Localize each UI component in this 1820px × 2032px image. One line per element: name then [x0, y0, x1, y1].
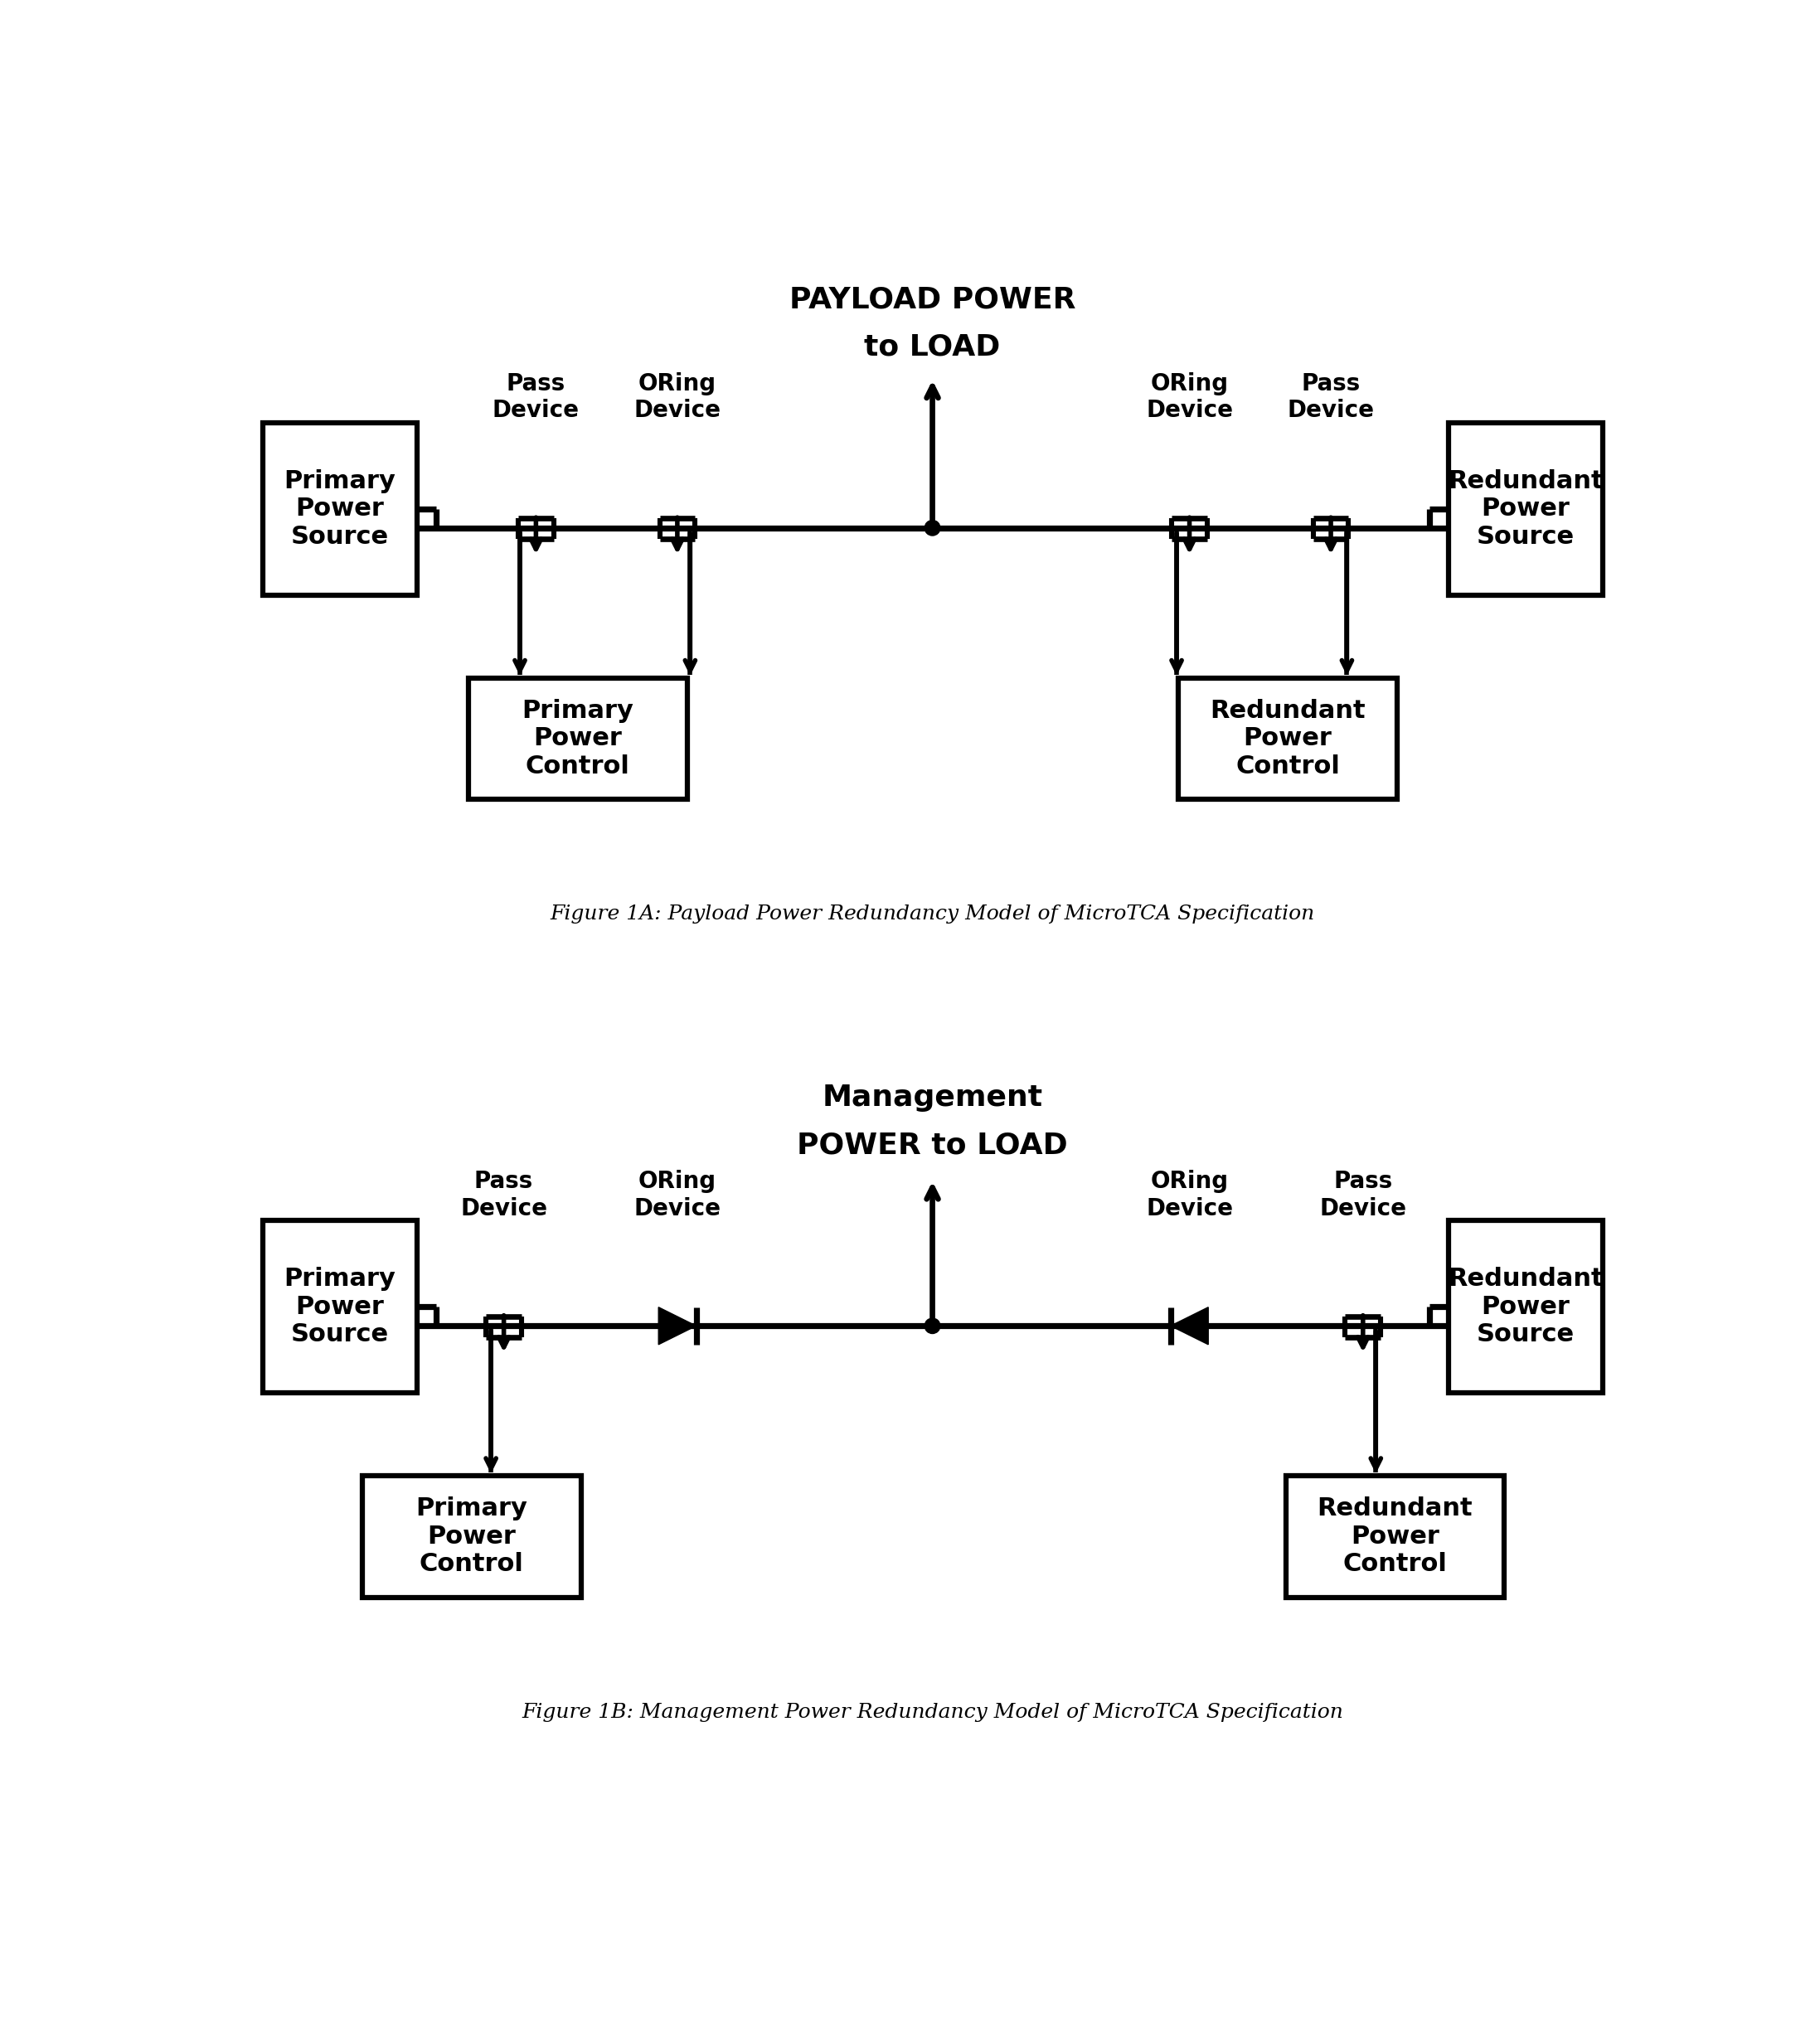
Text: Figure 1A: Payload Power Redundancy Model of MicroTCA Specification: Figure 1A: Payload Power Redundancy Mode… — [550, 904, 1314, 925]
Circle shape — [925, 1319, 941, 1333]
Text: ORing
Device: ORing Device — [633, 372, 721, 423]
Text: Redundant
Power
Control: Redundant Power Control — [1318, 1498, 1472, 1577]
Text: ORing
Device: ORing Device — [1147, 372, 1232, 423]
Text: ORing
Device: ORing Device — [1147, 1170, 1232, 1219]
Circle shape — [925, 520, 941, 536]
Bar — [1179, 679, 1398, 799]
Text: Redundant
Power
Source: Redundant Power Source — [1447, 1266, 1603, 1347]
Text: Figure 1B: Management Power Redundancy Model of MicroTCA Specification: Figure 1B: Management Power Redundancy M… — [522, 1703, 1343, 1721]
Bar — [362, 1475, 581, 1597]
Text: POWER to LOAD: POWER to LOAD — [797, 1132, 1068, 1160]
Text: Pass
Device: Pass Device — [1320, 1170, 1407, 1219]
Text: Pass
Device: Pass Device — [493, 372, 579, 423]
Bar — [1287, 1475, 1505, 1597]
Text: Pass
Device: Pass Device — [1287, 372, 1374, 423]
Text: Pass
Device: Pass Device — [460, 1170, 548, 1219]
Text: Primary
Power
Control: Primary Power Control — [522, 699, 633, 778]
Text: ORing
Device: ORing Device — [633, 1170, 721, 1219]
Bar — [468, 679, 686, 799]
Text: Primary
Power
Control: Primary Power Control — [415, 1498, 528, 1577]
Bar — [1449, 1221, 1603, 1392]
Bar — [262, 1221, 417, 1392]
Text: Redundant
Power
Source: Redundant Power Source — [1447, 469, 1603, 549]
Text: Primary
Power
Source: Primary Power Source — [284, 469, 397, 549]
Text: PAYLOAD POWER: PAYLOAD POWER — [790, 284, 1076, 313]
Text: Management: Management — [823, 1083, 1043, 1112]
Text: to LOAD: to LOAD — [864, 333, 1001, 362]
Bar — [1449, 423, 1603, 595]
Polygon shape — [659, 1307, 695, 1345]
Text: Primary
Power
Source: Primary Power Source — [284, 1266, 397, 1347]
Bar — [262, 423, 417, 595]
Text: Redundant
Power
Control: Redundant Power Control — [1210, 699, 1365, 778]
Polygon shape — [1170, 1307, 1208, 1345]
